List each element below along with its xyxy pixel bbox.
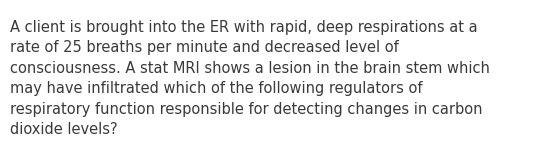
Text: A client is brought into the ER with rapid, deep respirations at a
rate of 25 br: A client is brought into the ER with rap… (10, 20, 490, 137)
